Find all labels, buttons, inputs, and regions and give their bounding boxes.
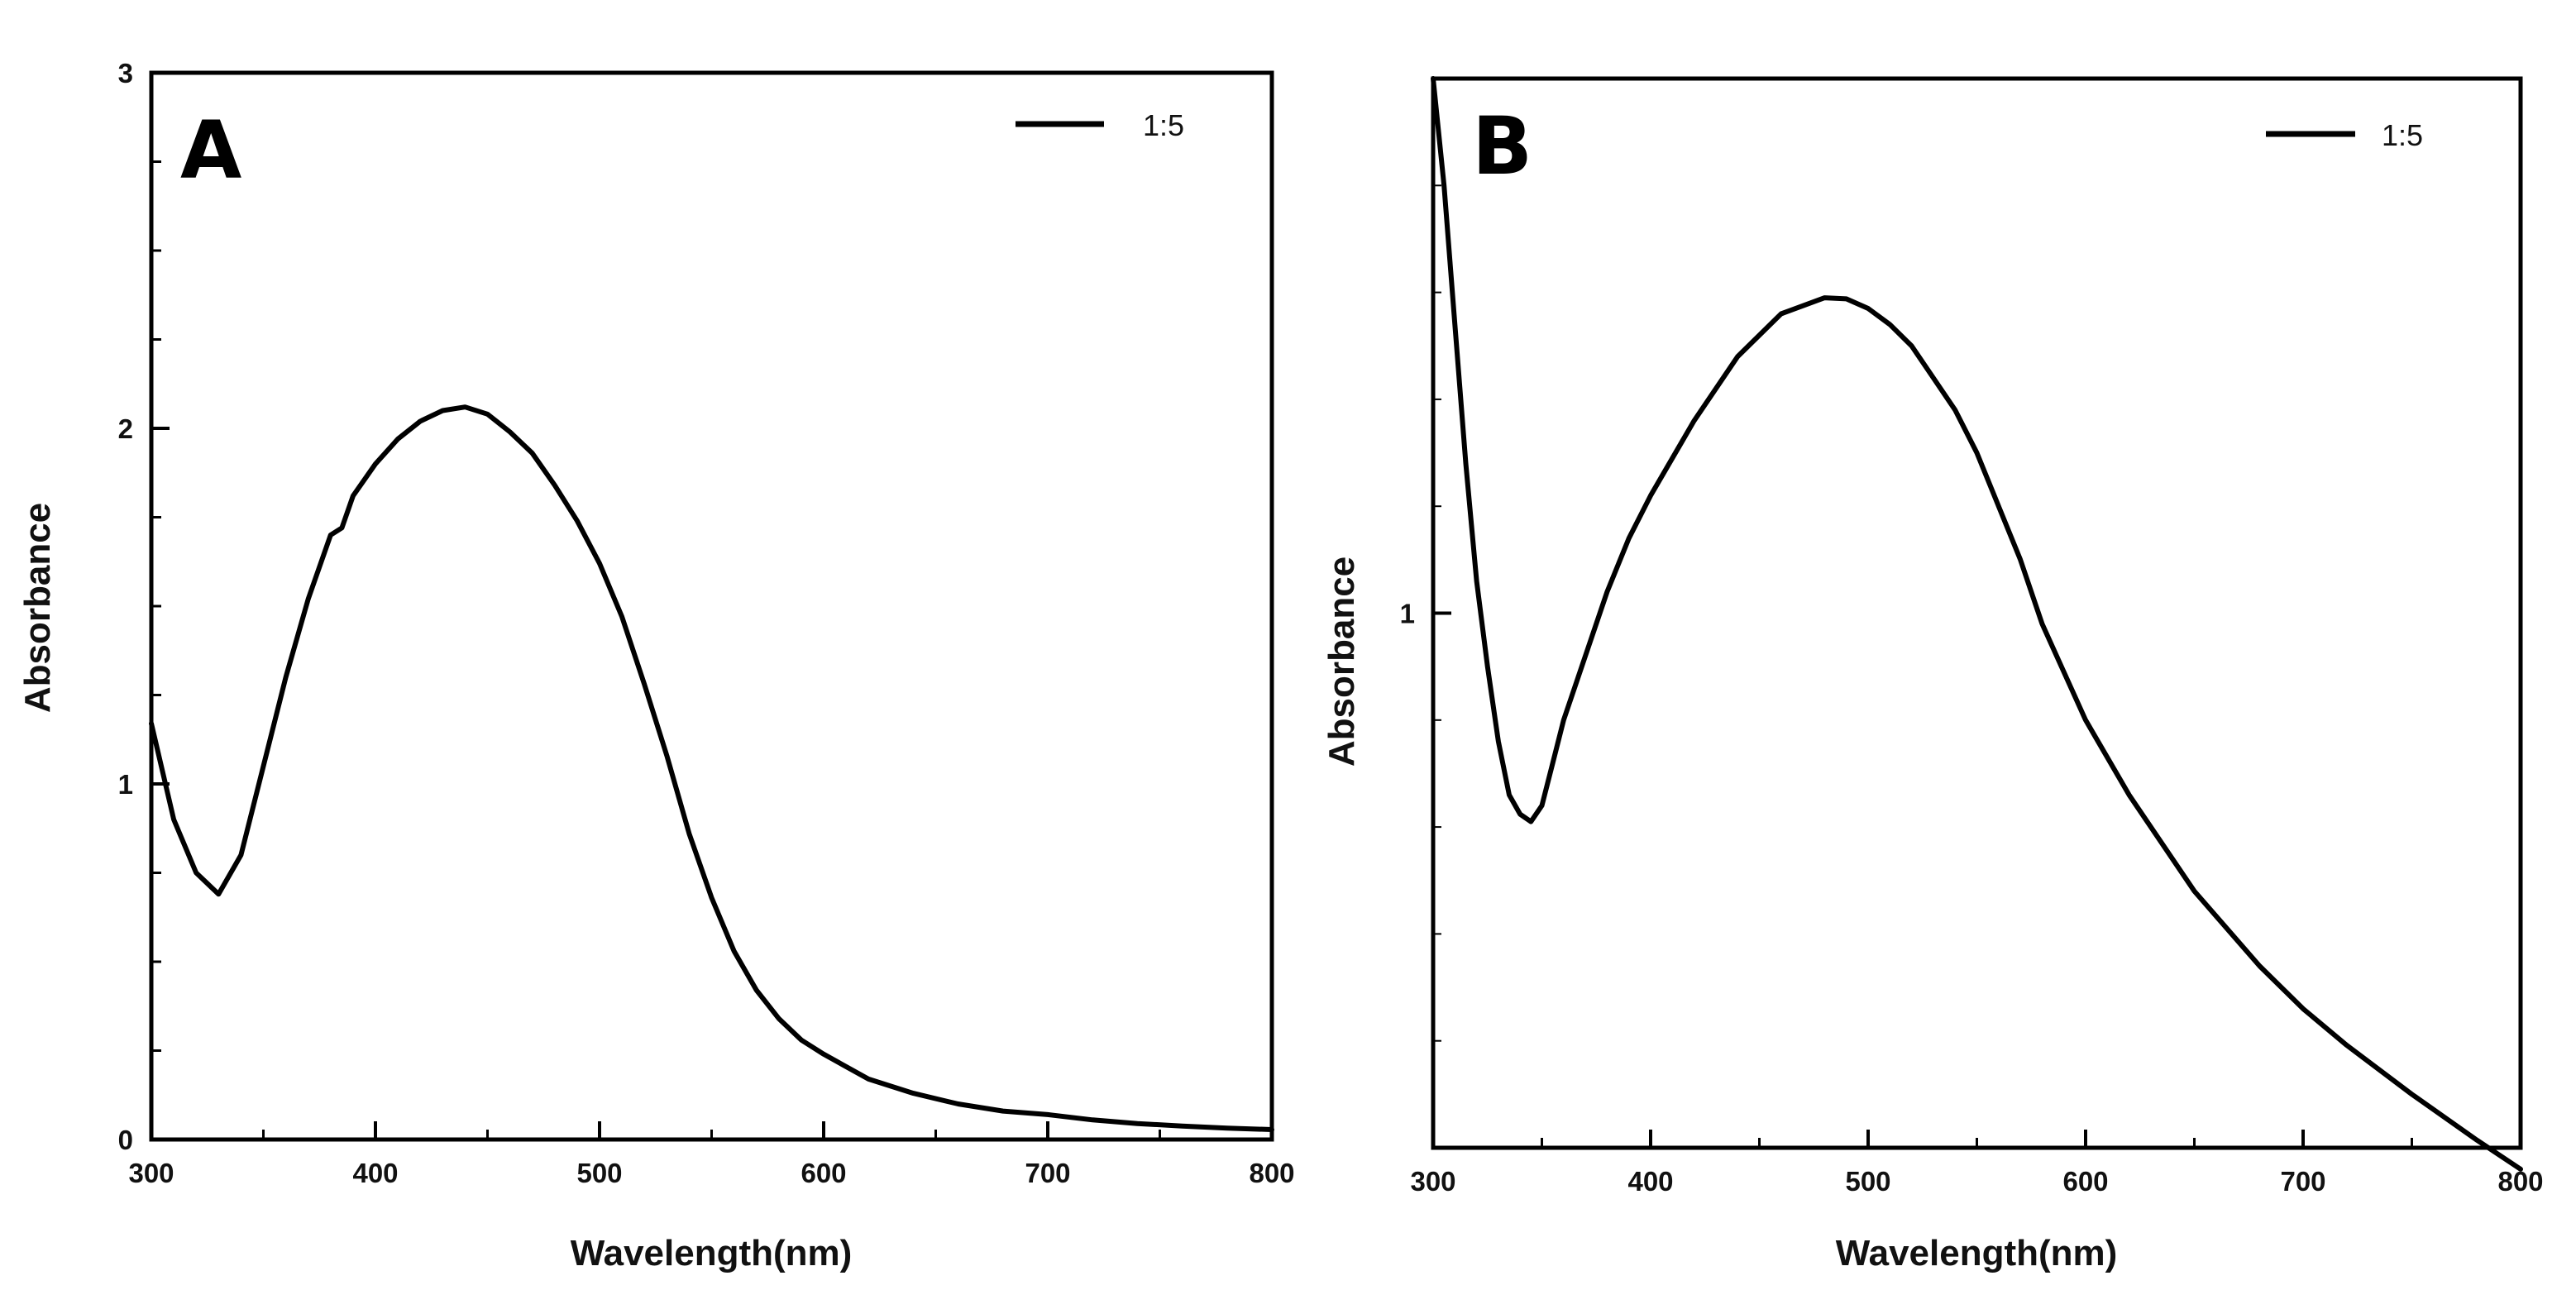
panel-a-plot-frame [149, 70, 1274, 1142]
panel-a-chart: 300 400 500 600 700 800 0 1 2 3 A 1:5 Wavelength(… [17, 58, 1295, 1273]
x-tick-label: 700 [1025, 1158, 1070, 1188]
panel-b-y-axis-title: Absorbance [1321, 557, 1362, 767]
x-tick-label: 800 [1249, 1158, 1294, 1188]
panel-b-x-axis-title: Wavelength(nm) [1836, 1233, 2118, 1273]
panel-a-series [149, 404, 1274, 1132]
panel-a-x-axis-title: Wavelength(nm) [571, 1233, 853, 1273]
x-tick-label: 600 [801, 1158, 846, 1188]
x-tick-label: 300 [1410, 1166, 1455, 1197]
x-tick-label: 600 [2062, 1166, 2108, 1197]
panel-b-legend-label: 1:5 [2382, 118, 2423, 152]
panel-b-letter: B [1472, 100, 1532, 193]
y-tick-label: 0 [118, 1125, 133, 1155]
x-tick-label: 300 [128, 1158, 174, 1188]
y-tick-label: 3 [118, 58, 133, 88]
x-tick-label: 400 [352, 1158, 398, 1188]
panel-a-legend-label: 1:5 [1143, 108, 1184, 142]
y-tick-label: 1 [118, 769, 133, 800]
panel-b-plot-frame [1431, 76, 2523, 1150]
y-tick-label: 1 [1400, 599, 1415, 629]
series-line-1:5 [1431, 76, 2523, 1172]
panel-a-letter: A [180, 104, 241, 197]
x-tick-label: 500 [576, 1158, 622, 1188]
series-line-1:5 [149, 404, 1274, 1132]
panel-a-y-axis-title: Absorbance [17, 503, 58, 713]
panel-a-ticks: 300 400 500 600 700 800 0 1 2 3 [118, 58, 1295, 1188]
y-tick-label: 2 [118, 413, 133, 444]
x-tick-label: 500 [1845, 1166, 1890, 1197]
panel-b-series [1431, 76, 2523, 1172]
x-tick-label: 400 [1627, 1166, 1673, 1197]
x-tick-label: 700 [2280, 1166, 2325, 1197]
